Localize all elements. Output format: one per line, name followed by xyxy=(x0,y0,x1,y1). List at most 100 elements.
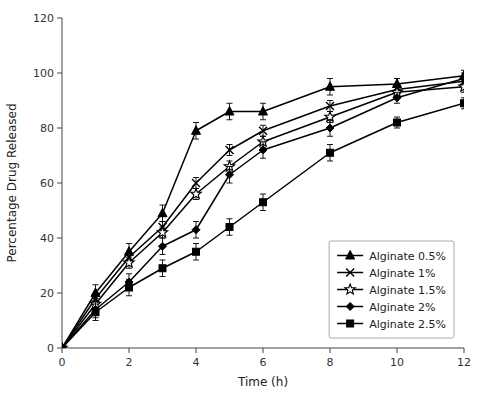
error-bar-cap xyxy=(260,194,266,195)
error-bar-cap xyxy=(193,122,199,123)
error-bar-cap xyxy=(461,84,464,85)
legend-box xyxy=(329,241,454,338)
point xyxy=(191,189,201,199)
point xyxy=(461,100,465,107)
x-tick xyxy=(62,348,63,353)
error-bar-cap xyxy=(193,199,199,200)
plot-area xyxy=(62,70,464,348)
point xyxy=(159,242,167,250)
point xyxy=(459,81,464,91)
error-bar xyxy=(193,244,199,261)
x-tick-label: 4 xyxy=(193,356,200,369)
point xyxy=(192,226,200,234)
error-bar-cap xyxy=(126,295,132,296)
x-tick-label: 6 xyxy=(260,356,267,369)
error-bar-cap xyxy=(394,92,400,93)
legend: Alginate 0.5% Alginate 1% Alginate 1.5% Alg… xyxy=(329,241,454,338)
point xyxy=(259,127,267,135)
y-tick xyxy=(57,293,62,294)
error-bar-cap xyxy=(461,92,464,93)
x-tick xyxy=(263,348,264,353)
error-bar xyxy=(160,260,166,277)
y-tick-label: 80 xyxy=(40,122,54,135)
series-line xyxy=(62,76,464,348)
point xyxy=(192,179,200,187)
error-bar-cap xyxy=(227,103,233,104)
point xyxy=(226,224,233,231)
x-tick-label: 10 xyxy=(390,356,404,369)
error-bar xyxy=(327,145,333,162)
error-bar xyxy=(126,279,132,296)
point xyxy=(327,149,334,156)
error-bar xyxy=(93,301,99,318)
series xyxy=(62,70,464,348)
legend-label: Alginate 1.5% xyxy=(369,284,446,297)
error-bar-cap xyxy=(461,108,464,109)
x-tick xyxy=(397,348,398,353)
legend-label: Alginate 2% xyxy=(369,301,435,314)
point xyxy=(192,126,201,135)
error-bar-cap xyxy=(160,221,166,222)
error-bar-cap xyxy=(227,235,233,236)
series-line xyxy=(62,81,464,348)
point xyxy=(225,107,234,116)
error-bar-cap xyxy=(227,218,233,219)
x-tick-label: 0 xyxy=(59,356,66,369)
x-tick xyxy=(330,348,331,353)
error-bar xyxy=(227,167,233,184)
y-axis-label: Percentage Drug Released xyxy=(5,103,19,262)
y-tick-label: 20 xyxy=(40,287,54,300)
error-bar xyxy=(160,238,166,255)
error-bar-cap xyxy=(93,304,99,305)
error-bar-cap xyxy=(93,301,99,302)
error-bar-cap xyxy=(227,166,233,167)
error-bar xyxy=(193,178,199,189)
point xyxy=(259,107,268,116)
error-bar-cap xyxy=(93,301,99,302)
error-bar xyxy=(461,73,464,84)
error-bar xyxy=(227,145,233,156)
error-bar xyxy=(193,222,199,239)
series xyxy=(62,73,464,348)
point xyxy=(62,344,66,348)
error-bar xyxy=(394,117,400,128)
y-tick-label: 0 xyxy=(47,342,54,355)
error-bar xyxy=(93,304,99,321)
error-bar xyxy=(260,142,266,159)
x-tick-label: 2 xyxy=(126,356,133,369)
point xyxy=(260,199,267,206)
error-bar xyxy=(327,101,333,112)
y-tick xyxy=(57,73,62,74)
chart: 024681012020406080100120Time (h)Percenta… xyxy=(0,0,480,396)
error-bar-cap xyxy=(193,139,199,140)
error-bar-cap xyxy=(160,276,166,277)
legend-label: Alginate 0.5% xyxy=(369,250,446,263)
error-bar-cap xyxy=(227,155,233,156)
y-tick-label: 40 xyxy=(40,232,54,245)
legend-label: Alginate 1% xyxy=(369,267,435,280)
x-tick-label: 8 xyxy=(327,356,334,369)
point xyxy=(226,146,234,154)
series xyxy=(62,98,464,348)
error-bar-cap xyxy=(193,243,199,244)
x-tick-label: 12 xyxy=(457,356,471,369)
y-tick-label: 120 xyxy=(33,12,54,25)
error-bar xyxy=(260,194,266,211)
error-bar-cap xyxy=(126,243,132,244)
error-bar-cap xyxy=(193,238,199,239)
error-bar xyxy=(260,125,266,136)
error-bar-cap xyxy=(160,260,166,261)
error-bar-cap xyxy=(327,161,333,162)
y-tick xyxy=(57,18,62,19)
error-bar-cap xyxy=(327,119,333,120)
error-bar-cap xyxy=(327,95,333,96)
error-bar-cap xyxy=(461,97,464,98)
error-bar-cap xyxy=(394,103,400,104)
x-tick xyxy=(129,348,130,353)
point xyxy=(62,345,66,349)
error-bar-cap xyxy=(193,221,199,222)
error-bar-cap xyxy=(227,144,233,145)
series-line xyxy=(62,79,464,349)
error-bar-cap xyxy=(126,273,132,274)
error-bar-cap xyxy=(461,73,464,74)
